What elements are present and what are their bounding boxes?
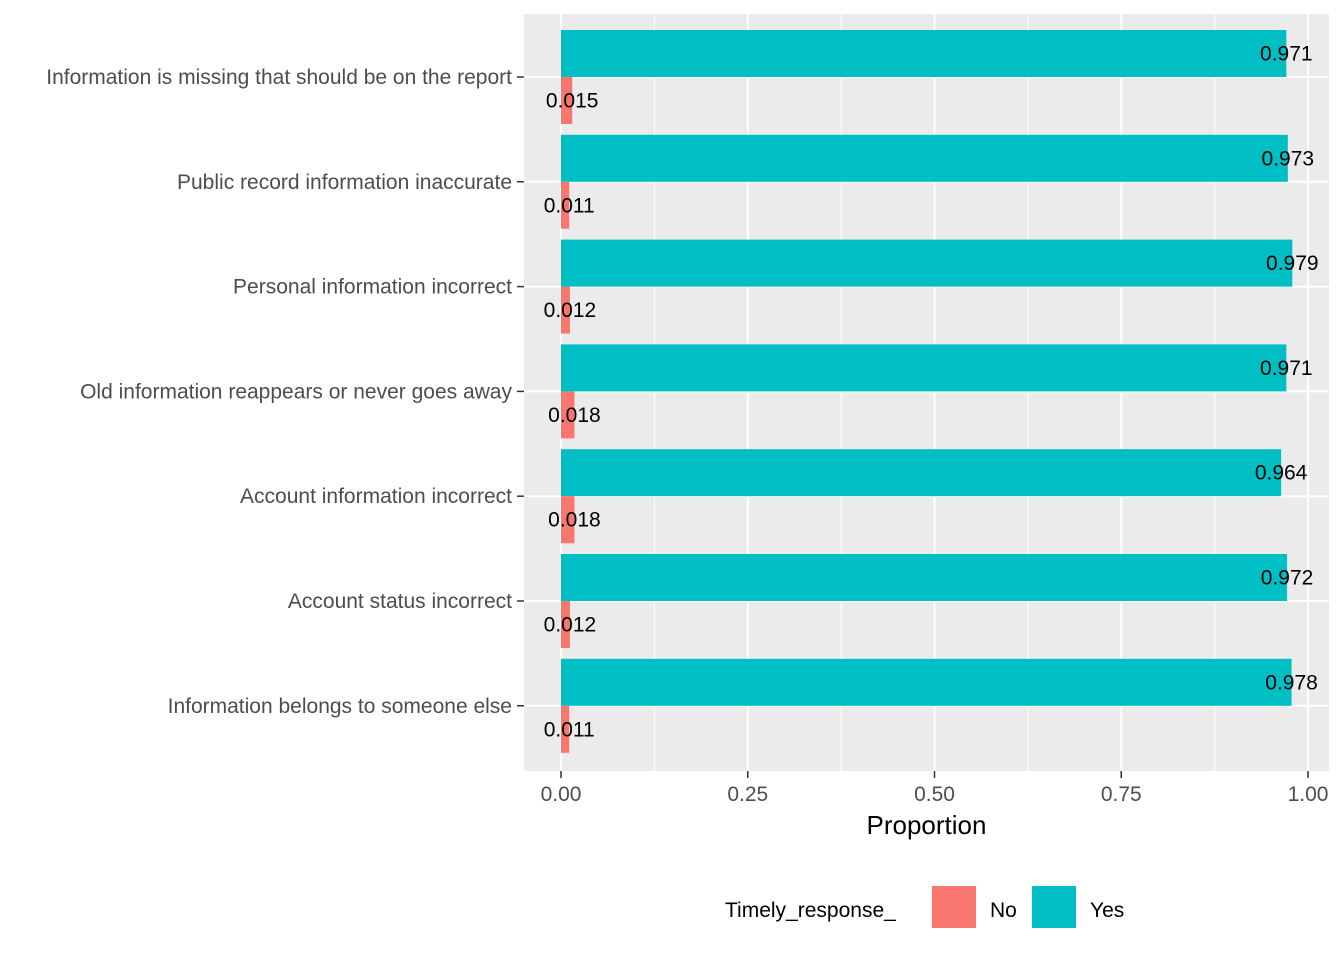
category-label: Old information reappears or never goes …	[80, 380, 512, 403]
bar-yes	[561, 554, 1288, 601]
bar-no	[561, 391, 575, 439]
value-label-no: 0.011	[544, 194, 595, 217]
value-label-no: 0.015	[546, 90, 599, 113]
x-axis-title: Proportion	[867, 810, 987, 840]
bar-no	[561, 496, 575, 544]
value-label-no: 0.012	[544, 299, 597, 322]
value-labels: 0.971 0.015 0.973 0.011 0.979 0.012 0.971 0.018…	[544, 43, 1319, 742]
legend-key-yes	[1032, 886, 1076, 928]
legend: Timely_response_ No Yes	[725, 886, 1124, 928]
bar-yes	[561, 134, 1288, 182]
value-label-no: 0.018	[548, 404, 601, 427]
x-axis: 0.00 0.25 0.50 0.75 1.00	[541, 771, 1329, 806]
bar-no	[561, 181, 570, 229]
value-label-no: 0.011	[544, 718, 595, 741]
value-label-yes: 0.972	[1261, 567, 1314, 590]
category-label: Information belongs to someone else	[168, 695, 512, 718]
legend-key-no	[932, 886, 976, 928]
value-label-no: 0.018	[548, 509, 601, 532]
value-label-yes: 0.964	[1255, 462, 1308, 485]
x-tick-label: 0.50	[914, 783, 955, 806]
category-label: Account information incorrect	[240, 485, 512, 508]
bar-yes	[561, 449, 1282, 497]
x-tick-label: 0.25	[727, 783, 768, 806]
value-label-yes: 0.979	[1266, 252, 1319, 275]
x-tick-label: 0.75	[1101, 783, 1142, 806]
value-label-yes: 0.978	[1265, 671, 1318, 694]
category-label: Public record information inaccurate	[177, 171, 512, 194]
legend-label-yes: Yes	[1090, 899, 1124, 922]
value-label-yes: 0.971	[1260, 43, 1313, 66]
bar-yes	[561, 658, 1292, 706]
value-label-yes: 0.973	[1262, 147, 1315, 170]
value-label-no: 0.012	[544, 614, 597, 637]
category-label: Account status incorrect	[288, 590, 512, 613]
bars	[561, 30, 1293, 753]
category-label: Personal information incorrect	[233, 276, 512, 299]
x-tick-label: 1.00	[1288, 783, 1329, 806]
legend-title: Timely_response_	[725, 899, 896, 922]
bar-no	[561, 705, 570, 753]
category-axis: Information is missing that should be on…	[46, 66, 524, 718]
bar-no	[561, 286, 570, 334]
legend-label-no: No	[990, 899, 1017, 922]
bar-yes	[561, 344, 1287, 392]
bar-yes	[561, 30, 1287, 77]
x-tick-label: 0.00	[541, 783, 582, 806]
plot-panel	[524, 14, 1329, 771]
bar-no	[561, 601, 570, 648]
bar-yes	[561, 239, 1293, 287]
bar-no	[561, 77, 573, 124]
category-label: Information is missing that should be on…	[46, 66, 512, 89]
value-label-yes: 0.971	[1260, 357, 1313, 380]
